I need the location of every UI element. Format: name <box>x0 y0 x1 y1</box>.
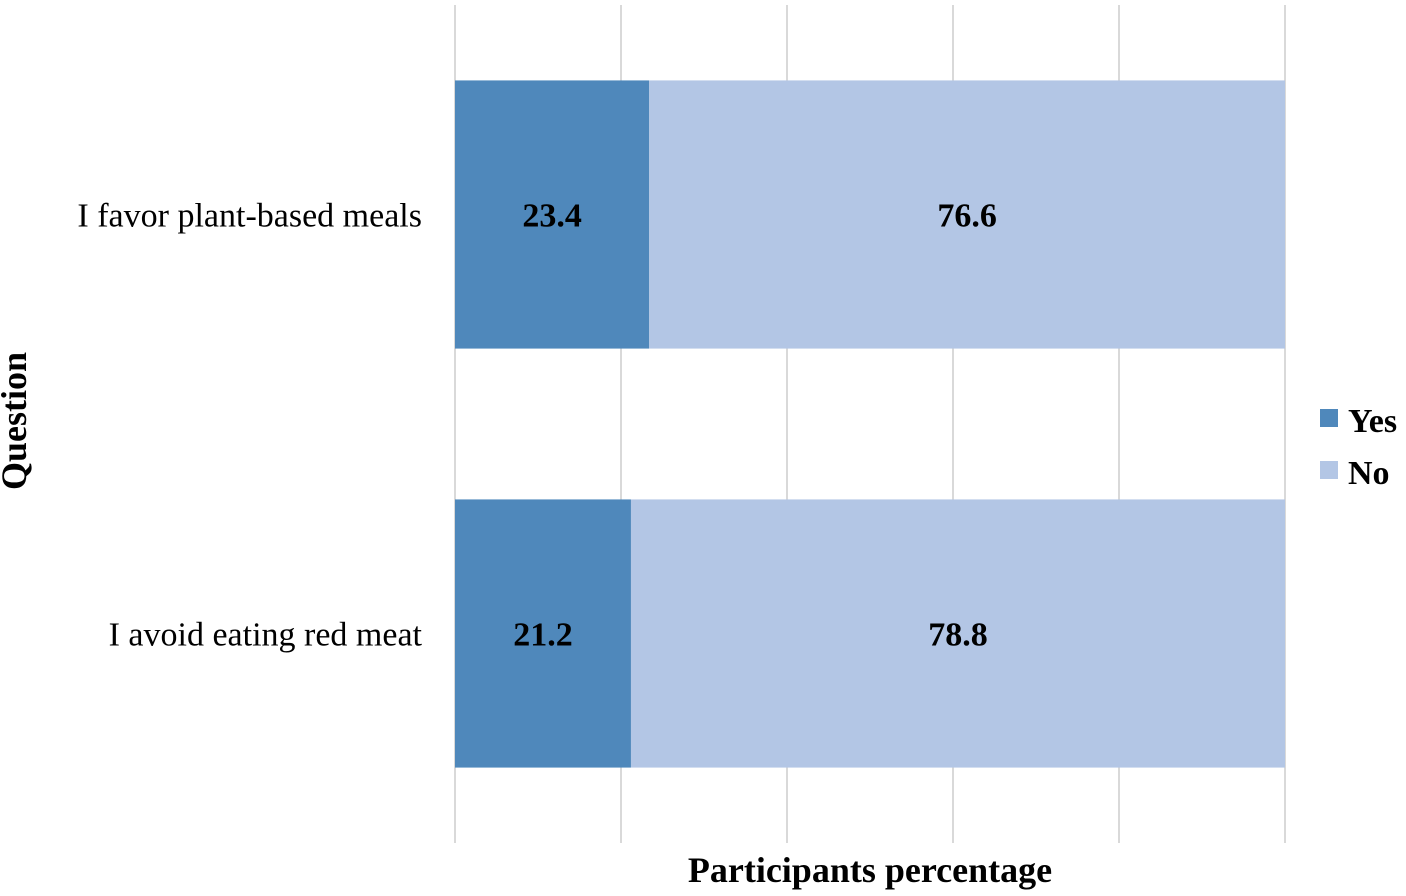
data-label-yes-1: 23.4 <box>522 198 582 235</box>
y-axis-title: Question <box>0 352 34 490</box>
legend-label-no: No <box>1348 455 1390 492</box>
legend-swatch-no <box>1320 461 1338 479</box>
bar-yes-2 <box>455 499 631 768</box>
bar-no-2 <box>630 499 1285 768</box>
category-labels: I favor plant-based meals I avoid eating … <box>77 198 422 654</box>
legend: Yes No <box>1320 403 1397 492</box>
category-label-1: I favor plant-based meals <box>77 198 422 235</box>
data-label-no-2: 78.8 <box>928 617 988 654</box>
bars <box>455 80 1285 768</box>
legend-label-yes: Yes <box>1348 403 1397 440</box>
x-axis-title: Participants percentage <box>688 850 1052 890</box>
bar-no-1 <box>649 80 1285 349</box>
data-labels: 23.4 76.6 21.2 78.8 <box>513 198 997 654</box>
legend-swatch-yes <box>1320 409 1338 427</box>
data-label-yes-2: 21.2 <box>513 617 573 654</box>
bar-yes-1 <box>455 80 650 349</box>
data-label-no-1: 76.6 <box>937 198 997 235</box>
category-label-2: I avoid eating red meat <box>109 617 423 654</box>
